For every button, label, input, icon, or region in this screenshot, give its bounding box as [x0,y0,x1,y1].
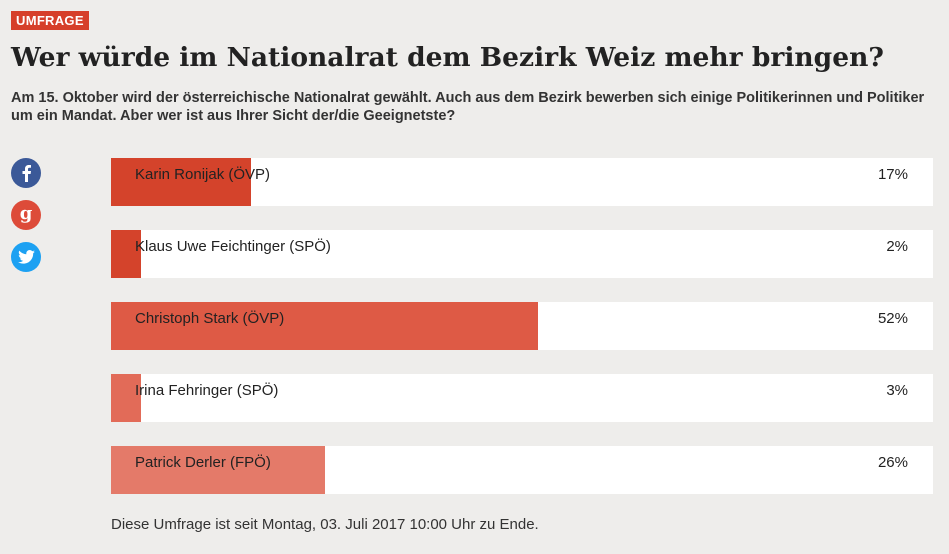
option-percent: 52% [877,310,908,327]
poll-option[interactable]: Irina Fehringer (SPÖ) 3% [111,374,933,422]
option-label: Karin Ronijak (ÖVP) [135,166,271,183]
result-bar [111,446,325,494]
facebook-icon [22,165,31,182]
option-percent: 3% [886,382,908,399]
option-label: Klaus Uwe Feichtinger (SPÖ) [135,238,331,255]
result-bar [111,158,251,206]
poll-option[interactable]: Patrick Derler (FPÖ) 26% [111,446,933,494]
poll-option[interactable]: Christoph Stark (ÖVP) 52% [111,302,933,350]
twitter-icon [17,250,35,264]
poll-badge: UMFRAGE [11,11,89,30]
facebook-share-button[interactable] [11,158,41,188]
social-share-bar: g [11,158,41,284]
google-plus-icon: g [19,203,33,224]
poll-closed-note: Diese Umfrage ist seit Montag, 03. Juli … [111,516,539,533]
result-bar [111,302,539,350]
google-plus-share-button[interactable]: g [11,200,41,230]
option-label: Patrick Derler (FPÖ) [135,454,271,471]
option-label: Irina Fehringer (SPÖ) [135,382,279,399]
poll-option[interactable]: Karin Ronijak (ÖVP) 17% [111,158,933,206]
poll-option[interactable]: Klaus Uwe Feichtinger (SPÖ) 2% [111,230,933,278]
poll-intro: Am 15. Oktober wird der österreichische … [11,90,925,124]
result-bar [111,374,141,422]
result-bar [111,230,141,278]
poll-results: Karin Ronijak (ÖVP) 17% Klaus Uwe Feicht… [111,158,933,518]
option-percent: 26% [877,454,908,471]
option-percent: 17% [877,166,908,183]
twitter-share-button[interactable] [11,242,41,272]
page-title: Wer würde im Nationalrat dem Bezirk Weiz… [11,42,884,73]
option-percent: 2% [886,238,908,255]
option-label: Christoph Stark (ÖVP) [135,310,285,327]
